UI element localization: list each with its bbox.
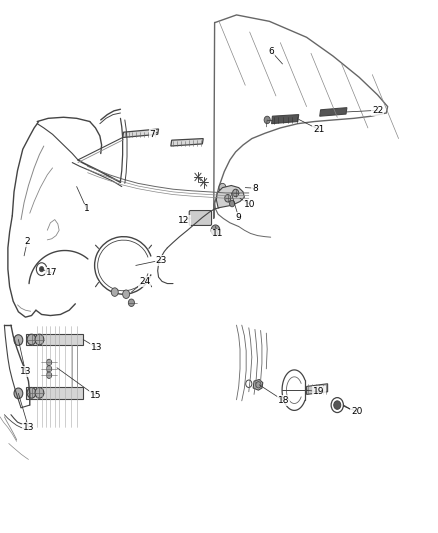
- Text: 22: 22: [372, 106, 383, 115]
- Circle shape: [230, 200, 235, 207]
- Text: 19: 19: [313, 387, 325, 396]
- Circle shape: [123, 290, 130, 298]
- Circle shape: [233, 189, 239, 197]
- Circle shape: [27, 387, 36, 398]
- Circle shape: [35, 387, 44, 398]
- Circle shape: [334, 401, 341, 409]
- Polygon shape: [253, 379, 263, 390]
- Text: 1: 1: [84, 205, 90, 213]
- Circle shape: [39, 266, 44, 272]
- Polygon shape: [272, 115, 299, 124]
- Text: 21: 21: [313, 125, 325, 134]
- Circle shape: [111, 288, 118, 296]
- Circle shape: [264, 116, 270, 124]
- Text: 12: 12: [178, 216, 190, 225]
- Polygon shape: [320, 108, 347, 116]
- Text: 6: 6: [268, 47, 275, 56]
- FancyBboxPatch shape: [26, 387, 83, 399]
- Polygon shape: [307, 384, 328, 394]
- Circle shape: [46, 372, 52, 378]
- Text: 13: 13: [23, 423, 34, 432]
- Circle shape: [128, 299, 134, 306]
- Text: 13: 13: [20, 367, 31, 376]
- FancyBboxPatch shape: [26, 334, 83, 345]
- Text: 2: 2: [25, 238, 30, 246]
- Text: 7: 7: [149, 130, 155, 139]
- Text: 9: 9: [236, 213, 242, 222]
- Text: 18: 18: [278, 397, 290, 405]
- Text: 24: 24: [139, 277, 150, 286]
- FancyBboxPatch shape: [189, 211, 212, 225]
- Circle shape: [46, 366, 52, 372]
- Polygon shape: [216, 185, 244, 208]
- Circle shape: [221, 188, 228, 196]
- Circle shape: [225, 195, 231, 202]
- Circle shape: [35, 334, 44, 345]
- Text: 20: 20: [351, 407, 363, 416]
- Circle shape: [14, 388, 23, 399]
- Circle shape: [46, 359, 52, 366]
- Circle shape: [27, 334, 36, 345]
- Circle shape: [211, 225, 220, 236]
- Text: 23: 23: [155, 256, 167, 264]
- Text: 15: 15: [90, 391, 101, 400]
- Circle shape: [219, 183, 226, 192]
- Text: 8: 8: [252, 184, 258, 192]
- Text: 10: 10: [244, 200, 255, 208]
- Text: 11: 11: [212, 230, 223, 238]
- Circle shape: [14, 335, 23, 345]
- Polygon shape: [171, 139, 203, 146]
- Circle shape: [256, 382, 261, 388]
- Text: 17: 17: [46, 269, 57, 277]
- Polygon shape: [123, 129, 159, 138]
- Text: 13: 13: [91, 343, 102, 352]
